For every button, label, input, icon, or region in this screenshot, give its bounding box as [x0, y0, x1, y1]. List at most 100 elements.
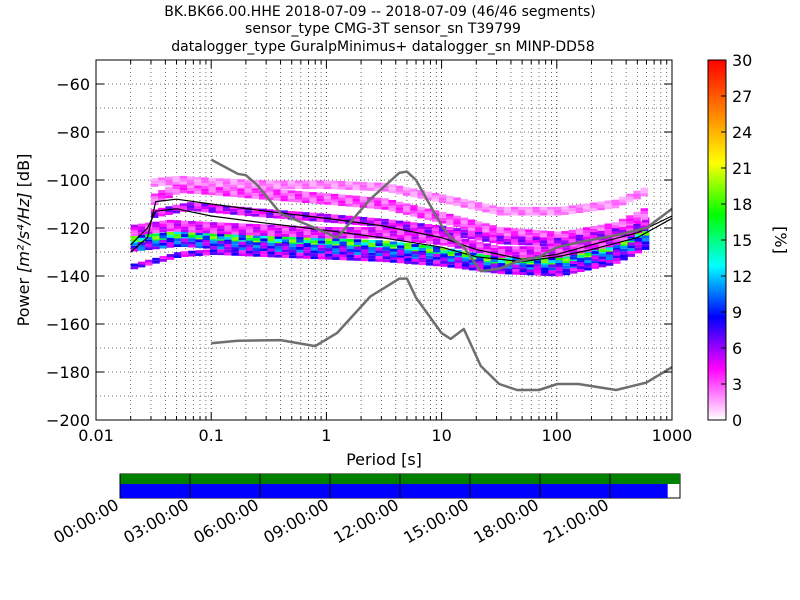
timeline-tick-label: 18:00:00: [470, 495, 542, 547]
histogram-cell: [245, 247, 254, 251]
histogram-cell: [634, 244, 643, 248]
histogram-cell: [281, 246, 290, 250]
histogram-cell: [613, 249, 621, 253]
histogram-cell: [425, 255, 434, 259]
histogram-cell: [231, 226, 239, 229]
histogram-cell: [339, 257, 347, 261]
histogram-cell: [366, 220, 375, 224]
histogram-cell: [345, 215, 353, 219]
histogram-cell: [296, 234, 304, 238]
y-tick-label: −100: [46, 171, 90, 190]
histogram-cell: [173, 220, 182, 224]
histogram-cell: [417, 206, 425, 210]
histogram-cell: [330, 199, 339, 203]
histogram-cell: [575, 231, 584, 235]
histogram-cell: [641, 220, 650, 224]
ppsd-heatmap: [130, 175, 650, 277]
histogram-cell: [361, 255, 369, 259]
histogram-cell: [446, 229, 454, 233]
histogram-cell: [368, 239, 376, 243]
histogram-cell: [505, 268, 513, 272]
histogram-cell: [346, 257, 355, 261]
histogram-cell: [496, 212, 505, 216]
histogram-cell: [202, 227, 211, 231]
histogram-cell: [402, 224, 411, 228]
histogram-cell: [438, 197, 447, 201]
histogram-cell: [130, 235, 139, 239]
histogram-cell: [353, 257, 362, 261]
histogram-cell: [253, 245, 261, 249]
histogram-cell: [532, 235, 541, 239]
histogram-cell: [352, 204, 361, 208]
colorbar-ticks: 0 3 6 9 12 15 18 21 24 27 30: [721, 51, 752, 430]
histogram-cell: [418, 252, 427, 256]
histogram-cell: [561, 233, 569, 237]
histogram-cell: [186, 190, 195, 194]
histogram-cell: [541, 249, 549, 252]
histogram-cell: [309, 218, 317, 222]
histogram-cell: [512, 249, 520, 252]
histogram-cell: [447, 255, 455, 259]
histogram-cell: [224, 243, 232, 247]
histogram-cell: [258, 188, 267, 191]
histogram-cell: [244, 185, 253, 189]
histogram-cell: [454, 260, 463, 263]
histogram-cell: [532, 237, 541, 240]
histogram-cell: [345, 200, 353, 204]
histogram-cell: [316, 198, 325, 202]
histogram-cell: [482, 206, 490, 210]
histogram-cell: [266, 183, 274, 187]
histogram-cell: [137, 237, 146, 241]
histogram-cell: [152, 224, 160, 228]
histogram-cell: [532, 239, 541, 243]
histogram-cell: [195, 227, 203, 231]
histogram-cell: [253, 229, 261, 233]
histogram-cell: [397, 257, 405, 261]
histogram-cell: [323, 198, 332, 202]
histogram-cell: [201, 206, 209, 210]
histogram-cell: [425, 232, 434, 236]
histogram-cell: [397, 260, 405, 264]
histogram-cell: [582, 230, 591, 234]
histogram-cell: [230, 191, 238, 195]
histogram-cell: [389, 230, 398, 234]
histogram-cell: [201, 183, 209, 187]
histogram-cell: [562, 247, 571, 251]
histogram-cell: [532, 206, 541, 210]
histogram-cell: [598, 261, 607, 265]
histogram-cell: [339, 245, 347, 249]
histogram-cell: [374, 188, 382, 192]
histogram-cell: [287, 190, 296, 194]
colorbar-tick-label: 21: [732, 159, 752, 178]
histogram-cell: [346, 249, 355, 252]
histogram-cell: [317, 244, 326, 248]
histogram-cell: [404, 256, 412, 260]
histogram-cell: [561, 206, 569, 210]
histogram-cell: [294, 186, 303, 190]
histogram-cell: [361, 227, 369, 230]
histogram-cell: [431, 218, 440, 222]
histogram-cell: [476, 241, 484, 245]
histogram-cell: [346, 238, 355, 242]
histogram-cell: [253, 226, 261, 230]
histogram-cell: [541, 246, 549, 250]
histogram-cell: [433, 260, 441, 264]
histogram-cell: [410, 210, 418, 214]
histogram-cell: [267, 233, 275, 237]
histogram-cell: [130, 233, 139, 237]
histogram-cell: [158, 190, 166, 193]
histogram-cell: [431, 198, 440, 202]
histogram-cell: [395, 226, 404, 230]
histogram-cell: [332, 232, 340, 236]
histogram-cell: [323, 186, 332, 190]
histogram-cell: [195, 230, 203, 233]
histogram-cell: [208, 177, 217, 181]
histogram-cell: [474, 221, 483, 225]
histogram-cell: [397, 234, 405, 238]
histogram-cell: [633, 196, 641, 200]
histogram-cell: [188, 229, 196, 233]
histogram-cell: [496, 206, 505, 210]
histogram-cell: [640, 211, 649, 215]
histogram-cell: [584, 243, 592, 247]
histogram-cell: [303, 247, 311, 251]
